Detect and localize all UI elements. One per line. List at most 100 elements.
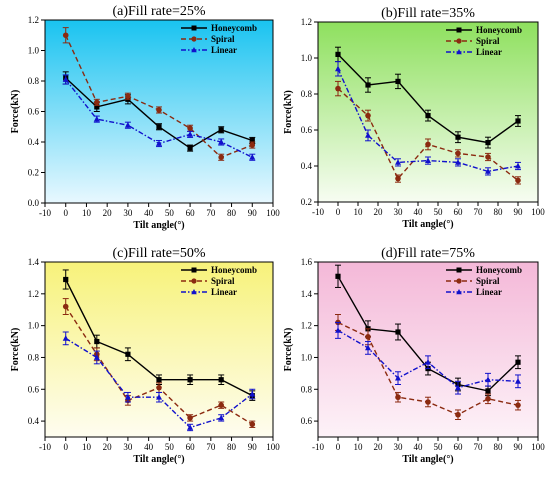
y-tick-label: 1.6	[301, 257, 313, 267]
series-honeycomb	[62, 269, 256, 401]
x-tick-label: 40	[144, 208, 154, 218]
data-point	[63, 276, 69, 283]
data-point	[249, 142, 256, 148]
data-point	[249, 390, 256, 397]
data-point	[455, 384, 461, 391]
x-tick-label: 50	[165, 208, 175, 218]
x-tick-label: 20	[103, 208, 113, 218]
x-axis-label: Tilt angle(°)	[402, 454, 453, 465]
x-tick-label: 100	[266, 208, 280, 218]
legend-label: Spiral	[476, 36, 500, 46]
y-tick-label: 0.6	[28, 107, 40, 117]
x-tick-label: 100	[531, 442, 545, 452]
data-point	[187, 424, 194, 430]
x-tick-label: 90	[248, 442, 258, 452]
data-point	[249, 421, 256, 428]
x-tick-label: 90	[514, 442, 524, 452]
x-tick-label: 80	[494, 442, 504, 452]
y-tick-label: 1.2	[301, 321, 312, 331]
data-point	[485, 154, 491, 160]
x-tick-label: 20	[374, 442, 384, 452]
x-tick-label: -10	[312, 207, 324, 217]
y-tick-label: 0.8	[301, 89, 313, 99]
data-point	[395, 159, 401, 165]
data-point	[395, 374, 401, 381]
legend-label: Spiral	[211, 276, 235, 286]
data-point	[249, 154, 256, 160]
data-point	[335, 65, 341, 72]
plot-background	[45, 262, 273, 437]
y-tick-label: 0.2	[301, 197, 312, 207]
data-point	[335, 85, 341, 92]
legend-marker	[456, 38, 462, 44]
data-point	[93, 354, 100, 360]
data-point	[125, 93, 131, 100]
x-tick-label: 0	[336, 207, 341, 217]
data-point	[395, 329, 401, 335]
y-axis-label: Force(kN)	[10, 328, 21, 372]
data-point	[485, 140, 491, 146]
y-tick-label: 0.6	[28, 384, 40, 394]
x-tick-label: 80	[494, 207, 504, 217]
data-point	[335, 273, 341, 279]
data-point	[62, 335, 69, 341]
x-tick-label: 10	[82, 208, 92, 218]
x-tick-label: 0	[336, 442, 341, 452]
data-point	[425, 141, 431, 148]
x-tick-label: 50	[434, 207, 444, 217]
series-spiral	[335, 80, 521, 185]
y-tick-label: 1.0	[301, 352, 313, 362]
x-tick-label: 10	[354, 442, 364, 452]
x-tick-label: 70	[474, 207, 484, 217]
x-tick-label: 100	[266, 442, 280, 452]
chart-title: (b)Fill rate=35%	[381, 6, 475, 21]
x-tick-label: 30	[394, 442, 404, 452]
y-tick-label: 1.0	[301, 53, 313, 63]
legend-label: Linear	[476, 287, 502, 297]
data-point	[335, 327, 341, 333]
series-linear	[335, 321, 521, 395]
legend-marker	[191, 278, 197, 284]
x-tick-label: 80	[227, 442, 237, 452]
data-point	[365, 112, 371, 119]
x-tick-label: -10	[39, 208, 51, 218]
data-point	[249, 137, 255, 144]
y-tick-label: 1.0	[28, 321, 40, 331]
legend-marker	[456, 289, 462, 295]
legend-marker	[456, 278, 462, 284]
legend-marker	[456, 267, 462, 273]
x-tick-label: -10	[312, 442, 324, 452]
x-tick-label: 30	[123, 208, 133, 218]
data-point	[187, 145, 193, 151]
data-point	[485, 376, 491, 383]
y-tick-label: 0.0	[28, 198, 40, 208]
series-honeycomb	[335, 46, 521, 149]
data-point	[455, 159, 461, 165]
y-tick-label: 1.4	[28, 257, 40, 267]
y-tick-label: 1.4	[301, 289, 313, 299]
data-point	[62, 76, 69, 82]
data-point	[93, 115, 100, 122]
data-point	[62, 32, 69, 39]
data-point	[425, 157, 431, 163]
x-tick-label: 30	[123, 442, 133, 452]
y-tick-label: 1.2	[301, 17, 312, 27]
x-tick-label: 70	[474, 442, 484, 452]
y-tick-label: 0.8	[28, 76, 40, 86]
x-tick-label: 50	[165, 442, 175, 452]
data-point	[125, 351, 131, 357]
data-point	[485, 388, 491, 394]
y-tick-label: 1.0	[28, 46, 40, 56]
legend-marker	[191, 36, 197, 42]
x-tick-label: 60	[454, 442, 464, 452]
chart-title: (d)Fill rate=75%	[381, 246, 475, 261]
x-tick-label: 90	[514, 207, 524, 217]
legend-label: Spiral	[476, 276, 500, 286]
x-tick-label: 70	[206, 442, 216, 452]
y-tick-label: 0.8	[301, 384, 313, 394]
y-axis-label: Force(kN)	[10, 90, 21, 134]
chart-title: (a)Fill rate=25%	[112, 4, 205, 19]
